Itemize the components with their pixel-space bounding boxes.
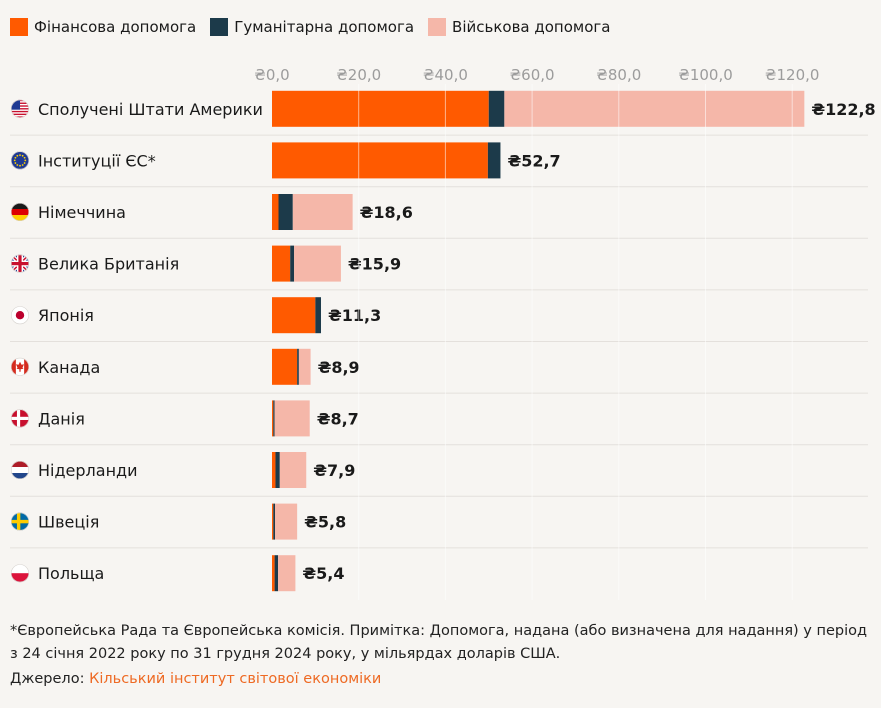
bar-segment-financial [272,503,274,540]
total-value-label: ₴18,6 [360,203,413,222]
bar-segment-humanitarian [488,90,505,127]
category-label: Польща [38,564,104,583]
bar-segment-military [274,400,310,437]
chart-legend: Фінансова допомога Гуманітарна допомога … [10,18,624,36]
category-label: Велика Британія [38,255,179,274]
source-line: Джерело: Кільський інститут світової еко… [10,671,381,687]
bar-segment-military [298,348,311,385]
legend-label-humanitarian: Гуманітарна допомога [234,18,415,36]
bar-segment-military [504,90,805,127]
x-tick-label: ₴40,0 [423,66,468,84]
category-label: Нідерланди [38,461,138,480]
source-label: Джерело: [10,671,85,687]
category-label: Інституції ЄС* [38,151,156,170]
total-value-label: ₴52,7 [507,151,560,170]
bar-segment-humanitarian [273,400,275,437]
germany-flag-icon [11,203,29,222]
total-value-label: ₴11,3 [328,306,381,325]
bar-segment-financial [272,245,291,282]
total-value-label: ₴5,4 [302,564,344,583]
bar-segment-financial [272,90,489,127]
bar-segment-financial [272,400,274,437]
bar-segment-financial [272,194,279,230]
x-tick-label: ₴80,0 [596,66,641,84]
x-tick-label: ₴120,0 [765,66,820,84]
category-label: Сполучені Штати Америки [38,100,263,119]
category-label: Швеція [38,513,99,532]
bar-segment-humanitarian [487,142,501,179]
bar-segment-financial [272,555,275,592]
bar-segment-humanitarian [290,245,295,282]
japan-flag-icon [11,306,29,325]
bar-segment-military [275,503,298,540]
legend-item-military: Військова допомога [428,18,610,36]
us-flag-icon [11,99,29,118]
sweden-flag-icon [11,512,29,531]
eu-flag-icon [11,151,29,170]
bar-segment-humanitarian [274,555,279,592]
stacked-bar-chart: ₴0,0 ₴20,0 ₴40,0 ₴60,0 ₴80,0 ₴100,0 ₴120,0 Спол… [10,66,876,592]
x-tick-label: ₴20,0 [336,66,381,84]
legend-item-financial: Фінансова допомога [10,18,196,36]
category-label: Німеччина [38,203,126,222]
poland-flag-icon [11,564,29,583]
total-value-label: ₴8,9 [318,358,360,377]
x-tick-label: ₴0,0 [254,66,289,84]
bar-segment-military [292,194,353,230]
bar-segment-military [279,452,307,488]
denmark-flag-icon [11,409,29,428]
total-value-label: ₴122,8 [811,100,875,119]
canada-flag-icon [11,357,29,376]
bar-segment-humanitarian [297,348,299,385]
total-value-label: ₴7,9 [313,461,355,480]
legend-swatch-financial [10,18,28,36]
category-label: Японія [38,306,94,325]
total-value-label: ₴8,7 [317,409,359,428]
netherlands-flag-icon [11,460,29,479]
bar-segment-military [294,245,341,282]
bar-segment-humanitarian [278,194,293,230]
legend-item-humanitarian: Гуманітарна допомога [210,18,414,36]
bar-segment-financial [272,452,276,488]
uk-flag-icon [11,254,29,273]
category-label: Данія [38,409,85,428]
bar-segment-financial [272,348,298,385]
bar-segment-financial [272,142,488,179]
bar-segment-military [278,555,296,592]
category-label: Канада [38,358,100,377]
total-value-label: ₴5,8 [304,513,346,532]
x-tick-label: ₴60,0 [510,66,555,84]
x-tick-label: ₴100,0 [678,66,733,84]
bar-segment-humanitarian [315,297,321,334]
legend-label-military: Військова допомога [452,18,611,36]
bar-segment-humanitarian [275,452,280,488]
legend-swatch-humanitarian [210,18,229,36]
total-value-label: ₴15,9 [348,255,401,274]
bar-segment-financial [272,297,316,334]
legend-swatch-military [428,18,447,36]
source-link[interactable]: Кільський інститут світової економіки [89,671,382,687]
footnote: *Європейська Рада та Європейська комісія… [10,623,868,662]
bar-segment-humanitarian [273,503,276,540]
legend-label-financial: Фінансова допомога [34,18,197,36]
